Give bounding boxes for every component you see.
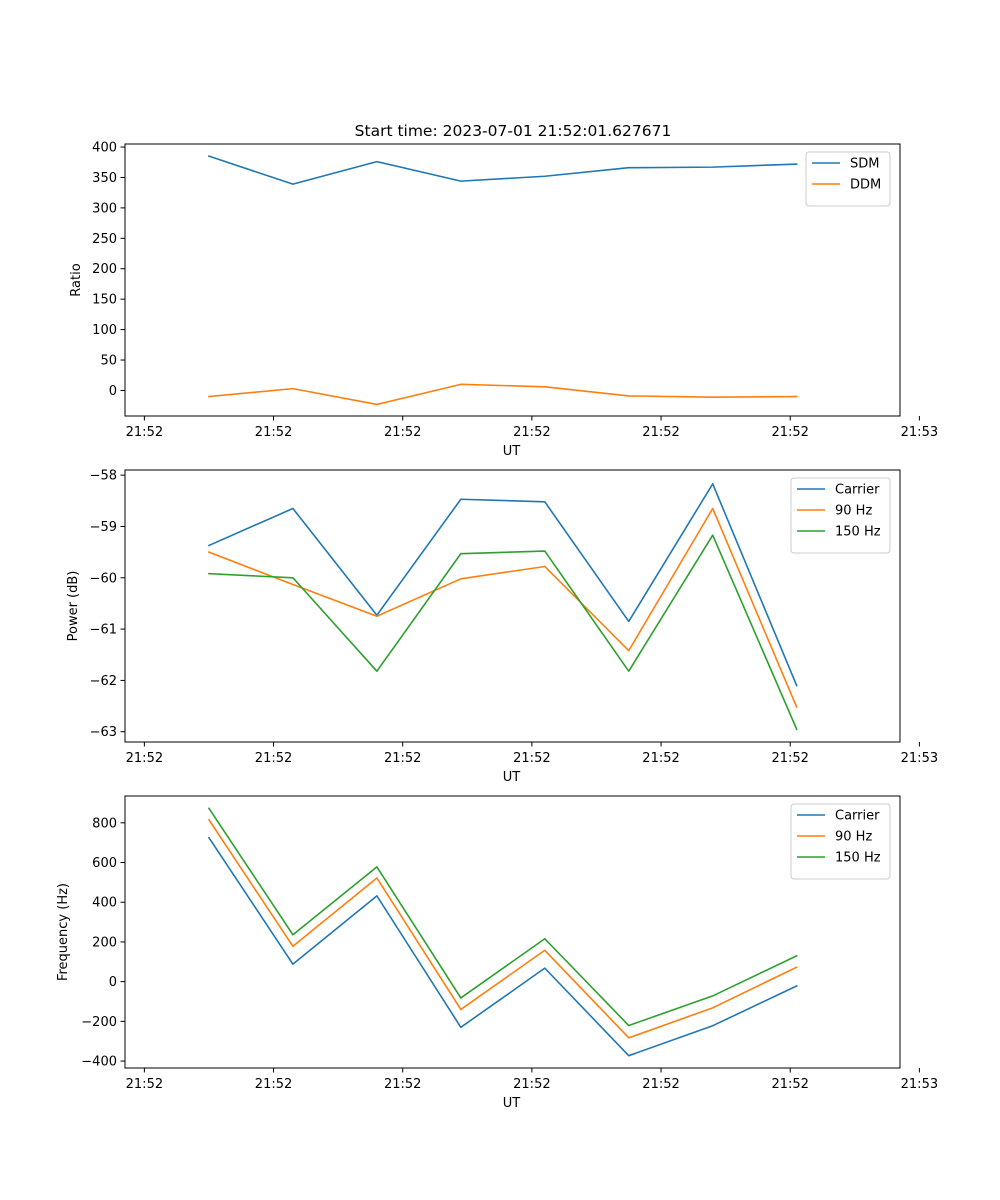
power-y-tick-label: −62 — [90, 674, 117, 689]
power-legend-box — [790, 477, 891, 554]
ratio-y-tick-label: 150 — [92, 293, 117, 308]
power-x-tick-label: 21:52 — [771, 751, 808, 766]
power-x-tick-label: 21:52 — [513, 751, 550, 766]
ratio-legend-box — [805, 151, 891, 207]
power-axes-frame — [124, 469, 901, 743]
power-series-carrier-line — [207, 483, 798, 687]
ratio-x-tick-label: 21:53 — [901, 425, 938, 440]
power-y-tick-label: −59 — [90, 520, 117, 535]
ratio-x-tick-label: 21:52 — [384, 425, 421, 440]
ratio-x-tick-label: 21:52 — [642, 425, 679, 440]
ratio-series-ddm-line — [208, 383, 798, 406]
ratio-y-tick-label: 50 — [100, 354, 117, 369]
ratio-panel: 21:52 21:52 21:52 21:52 21:52 21:52 21:53 0 50 10… — [69, 141, 938, 459]
frequency-series-90-hz-line — [207, 818, 798, 1039]
frequency-y-tick-label: −200 — [81, 1015, 117, 1030]
frequency-x-tick-label: 21:52 — [513, 1077, 550, 1092]
ratio-y-tick-label: 100 — [92, 323, 117, 338]
power-y-tick-label: −60 — [90, 571, 117, 586]
frequency-x-axis-label: UT — [503, 1096, 521, 1111]
ratio-series-sdm-line — [207, 155, 798, 185]
frequency-y-tick-label: −400 — [81, 1055, 117, 1070]
frequency-panel: 21:52 21:52 21:52 21:52 21:52 21:52 21:53 −400 −… — [56, 795, 938, 1111]
ratio-y-tick-label: 250 — [92, 232, 117, 247]
power-series-90-hz-line — [207, 507, 798, 709]
power-x-tick-label: 21:52 — [384, 751, 421, 766]
power-panel: 21:52 21:52 21:52 21:52 21:52 21:52 21:53 −63 −6… — [66, 469, 938, 785]
frequency-series-carrier-line — [207, 836, 798, 1057]
frequency-legend-label-90-hz: 90 Hz — [835, 830, 872, 845]
frequency-y-axis-label: Frequency (Hz) — [56, 883, 71, 981]
frequency-x-tick-label: 21:52 — [642, 1077, 679, 1092]
power-y-tick-label: −58 — [90, 469, 117, 484]
frequency-x-tick-label: 21:53 — [901, 1077, 938, 1092]
ratio-legend: SDM DDM — [805, 151, 891, 207]
frequency-y-tick-label: 600 — [92, 856, 117, 871]
ratio-y-tick-label: 0 — [109, 384, 117, 399]
ratio-x-tick-label: 21:52 — [771, 425, 808, 440]
power-x-tick-label: 21:53 — [901, 751, 938, 766]
frequency-x-tick-label: 21:52 — [126, 1077, 163, 1092]
frequency-y-tick-label: 400 — [92, 896, 117, 911]
frequency-legend-box — [790, 803, 891, 880]
frequency-y-tick-label: 0 — [109, 975, 117, 990]
ratio-x-axis-label: UT — [503, 444, 521, 459]
power-x-axis-label: UT — [503, 770, 521, 785]
power-x-tick-label: 21:52 — [642, 751, 679, 766]
power-legend: Carrier 90 Hz 150 Hz — [790, 477, 891, 554]
frequency-legend-label-carrier: Carrier — [835, 809, 880, 824]
ratio-x-tick-label: 21:52 — [513, 425, 550, 440]
ratio-legend-label-ddm: DDM — [850, 178, 881, 193]
frequency-legend: Carrier 90 Hz 150 Hz — [790, 803, 891, 880]
frequency-y-tick-label: 800 — [92, 816, 117, 831]
frequency-x-tick-label: 21:52 — [255, 1077, 292, 1092]
frequency-axes-frame — [124, 795, 901, 1069]
ratio-y-tick-label: 350 — [92, 171, 117, 186]
power-x-tick-label: 21:52 — [255, 751, 292, 766]
ratio-x-tick-label: 21:52 — [126, 425, 163, 440]
power-y-axis-label: Power (dB) — [66, 571, 81, 642]
ratio-x-tick-label: 21:52 — [255, 425, 292, 440]
power-legend-label-150-hz: 150 Hz — [835, 525, 881, 540]
frequency-y-tick-label: 200 — [92, 935, 117, 950]
power-series-150-hz-line — [208, 534, 798, 731]
figure-title: Start time: 2023-07-01 21:52:01.627671 — [355, 122, 672, 140]
ratio-legend-label-sdm: SDM — [850, 157, 879, 172]
frequency-series-150-hz-line — [207, 807, 798, 1027]
frequency-x-tick-label: 21:52 — [384, 1077, 421, 1092]
power-x-tick-label: 21:52 — [126, 751, 163, 766]
power-y-tick-label: −61 — [90, 623, 117, 638]
frequency-legend-label-150-hz: 150 Hz — [835, 851, 881, 866]
ratio-y-tick-label: 200 — [92, 262, 117, 277]
power-legend-label-90-hz: 90 Hz — [835, 504, 872, 519]
ratio-axes-frame — [124, 143, 901, 417]
power-legend-label-carrier: Carrier — [835, 483, 880, 498]
power-y-tick-label: −63 — [90, 725, 117, 740]
ratio-y-tick-label: 300 — [92, 201, 117, 216]
ratio-y-tick-label: 400 — [92, 141, 117, 156]
frequency-x-tick-label: 21:52 — [771, 1077, 808, 1092]
ratio-y-axis-label: Ratio — [69, 263, 84, 296]
